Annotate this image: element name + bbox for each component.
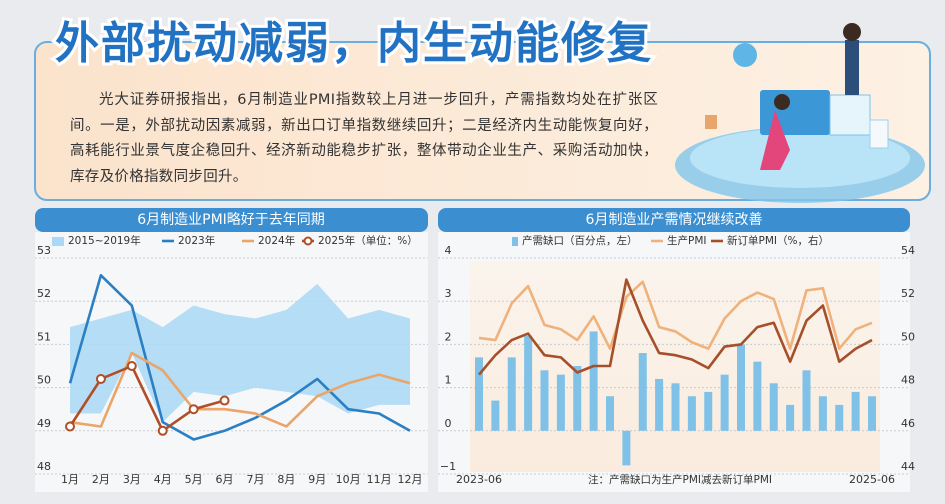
- point: [65, 421, 75, 432]
- bar: [737, 344, 745, 431]
- y-tick-label: 51: [37, 330, 51, 343]
- y-tick-label: 48: [37, 460, 51, 473]
- y-tick-label: 52: [37, 287, 51, 300]
- chart-note: 注：产需缺口为生产PMI减去新订单PMI: [588, 473, 772, 486]
- bar: [851, 391, 860, 431]
- bar: [704, 391, 713, 431]
- legend-label: 生产PMI: [667, 234, 707, 247]
- x-tick-label: 2025-06: [849, 473, 895, 486]
- y-tick-label: 4: [445, 244, 452, 257]
- x-tick-label: 9月: [308, 473, 326, 486]
- y-tick-label: 3: [445, 287, 452, 300]
- x-tick-label: 11月: [367, 473, 392, 486]
- y2-tick-label: 46: [901, 417, 915, 430]
- chart-banner: [438, 208, 910, 232]
- y2-tick-label: 44: [901, 460, 915, 473]
- bar: [769, 383, 778, 431]
- header-title: 外部扰动减弱，内生动能修复: [55, 18, 653, 69]
- legend-swatch: [52, 237, 64, 246]
- legend-label: 2023年: [178, 234, 215, 247]
- y-tick-label: 53: [37, 244, 51, 257]
- point: [95, 373, 106, 384]
- x-tick-label: 2月: [92, 473, 110, 486]
- bar: [638, 353, 647, 431]
- line: [478, 278, 873, 376]
- bar: [540, 370, 549, 431]
- point: [188, 404, 199, 415]
- legend-label: 产需缺口（百分点，左）: [522, 234, 638, 247]
- y-tick-label: 1: [445, 374, 452, 387]
- x-tick-label: 8月: [277, 473, 295, 486]
- bar: [868, 396, 876, 431]
- x-tick-label: 6月: [216, 473, 234, 486]
- x-tick-label: 2023-06: [456, 473, 502, 486]
- point: [157, 425, 168, 436]
- chart-title: 6月制造业PMI略好于去年同期: [137, 212, 325, 228]
- bar: [573, 366, 582, 431]
- y-tick-label: 50: [37, 374, 51, 387]
- y2-tick-label: 54: [901, 244, 915, 257]
- point: [219, 395, 230, 406]
- line: [478, 280, 873, 351]
- bar: [524, 335, 533, 431]
- bar: [753, 361, 762, 431]
- legend-marker: [303, 236, 313, 246]
- legend-label: 2024年: [258, 234, 295, 247]
- bar: [491, 400, 500, 431]
- header-body: 光大证券研报指出，6月制造业PMI指数较上月进一步回升，产需指数均处在扩张区间。…: [70, 92, 658, 185]
- y-tick-label: −1: [440, 460, 456, 473]
- legend-swatch: [512, 237, 518, 246]
- bar: [786, 404, 795, 431]
- point: [126, 361, 137, 371]
- x-tick-label: 4月: [154, 473, 172, 486]
- y-tick-label: 0: [445, 417, 452, 430]
- x-tick-label: 7月: [246, 473, 264, 486]
- bar: [687, 396, 696, 431]
- bar: [835, 404, 844, 431]
- y2-tick-label: 50: [901, 330, 915, 343]
- line: [69, 351, 411, 428]
- legend-label: 2015~2019年: [68, 234, 141, 247]
- illustration: [675, 23, 925, 203]
- chart-title: 6月制造业产需情况继续改善: [586, 211, 763, 228]
- bar: [622, 430, 631, 466]
- bar: [818, 396, 827, 431]
- bar: [671, 383, 680, 431]
- bar: [556, 374, 565, 431]
- bar: [606, 396, 614, 431]
- bar: [475, 357, 483, 431]
- line: [68, 364, 225, 433]
- bar: [589, 331, 598, 431]
- y2-tick-label: 48: [901, 374, 915, 387]
- bar: [507, 357, 516, 431]
- x-tick-label: 3月: [123, 473, 141, 486]
- x-tick-label: 5月: [185, 473, 203, 486]
- chart-banner: [35, 208, 428, 232]
- bar: [655, 378, 664, 431]
- line: [68, 273, 411, 441]
- bar: [720, 374, 729, 431]
- y2-tick-label: 52: [901, 287, 915, 300]
- panel-tint: [470, 262, 880, 472]
- y-tick-label: 49: [37, 417, 51, 430]
- y-tick-label: 2: [445, 330, 452, 343]
- x-tick-label: 1月: [61, 473, 79, 486]
- bar: [802, 370, 811, 431]
- x-tick-label: 12月: [398, 473, 423, 486]
- legend-label: 2025年（单位：%）: [318, 234, 418, 247]
- x-tick-label: 10月: [336, 473, 361, 486]
- legend-label: 新订单PMI（%，右）: [727, 234, 829, 247]
